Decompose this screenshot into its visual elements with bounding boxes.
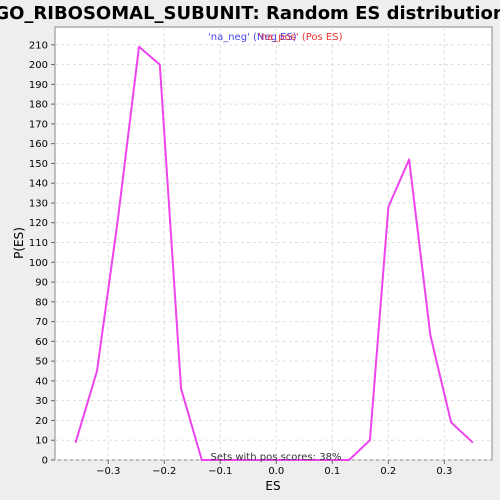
legend-neg: 'na_neg' (Neg ES)	[208, 32, 297, 43]
y-tick-label: 130	[29, 198, 48, 209]
legend-pos: 'na_pos' (Pos ES)	[258, 32, 343, 43]
grid	[55, 27, 492, 461]
data-point	[180, 388, 182, 390]
y-tick-label: 160	[29, 139, 48, 150]
x-axis: −0.3 −0.2 −0.1 0.0 0.1 0.2 0.3	[96, 460, 452, 477]
data-point	[327, 459, 329, 461]
x-tick-label: −0.3	[96, 466, 120, 477]
data-point	[200, 459, 203, 461]
y-axis: 0 10 20 30 40 50 60 70 80 90 100 110 120 130 140 150 160…	[29, 40, 55, 467]
y-tick-label: 120	[29, 218, 48, 229]
x-tick-label: 0.1	[324, 466, 340, 477]
y-tick-label: 90	[35, 278, 48, 289]
y-tick-label: 60	[35, 337, 48, 348]
data-point	[408, 158, 410, 161]
data-point	[138, 45, 140, 48]
x-tick-label: −0.1	[208, 466, 232, 477]
chart-title: GO_RIBOSOMAL_SUBUNIT: Random ES distribu…	[0, 3, 500, 24]
y-tick-label: 180	[29, 100, 48, 111]
plot-area	[54, 26, 493, 461]
data-point	[429, 334, 432, 337]
y-tick-label: 80	[35, 297, 48, 308]
data-point	[158, 63, 161, 66]
y-tick-label: 150	[29, 159, 48, 170]
data-point	[74, 441, 77, 444]
series-layer	[74, 45, 474, 461]
y-tick-label: 170	[29, 119, 48, 130]
series-line-0	[74, 45, 474, 461]
y-tick-label: 200	[29, 60, 48, 71]
y-tick-label: 190	[29, 80, 48, 91]
y-tick-label: 30	[35, 396, 48, 407]
data-point	[264, 459, 266, 461]
y-tick-label: 210	[29, 40, 48, 51]
x-tick-label: 0.2	[380, 466, 396, 477]
y-axis-label: P(ES)	[12, 227, 26, 259]
pos-score-annotation: Sets with pos scores: 38%	[211, 452, 342, 463]
y-tick-label: 20	[35, 416, 48, 427]
y-tick-label: 10	[35, 436, 48, 447]
data-point	[96, 370, 98, 372]
data-point	[450, 421, 452, 424]
y-tick-label: 0	[42, 456, 48, 467]
x-tick-label: −0.2	[152, 466, 176, 477]
x-tick-label: 0.0	[268, 466, 284, 477]
data-point	[116, 219, 119, 222]
data-point	[471, 441, 474, 444]
data-point	[285, 459, 287, 461]
y-tick-label: 50	[35, 357, 48, 368]
x-tick-label: 0.3	[436, 466, 452, 477]
data-point	[222, 459, 224, 461]
data-point	[243, 459, 245, 461]
x-axis-label: ES	[265, 479, 280, 493]
data-point	[369, 439, 371, 442]
y-tick-label: 140	[29, 179, 48, 190]
data-point	[348, 459, 350, 461]
data-point	[387, 206, 390, 208]
y-tick-label: 100	[29, 258, 48, 269]
y-tick-label: 70	[35, 317, 48, 328]
y-tick-label: 110	[29, 238, 48, 249]
y-tick-label: 40	[35, 376, 48, 387]
data-point	[306, 459, 308, 461]
